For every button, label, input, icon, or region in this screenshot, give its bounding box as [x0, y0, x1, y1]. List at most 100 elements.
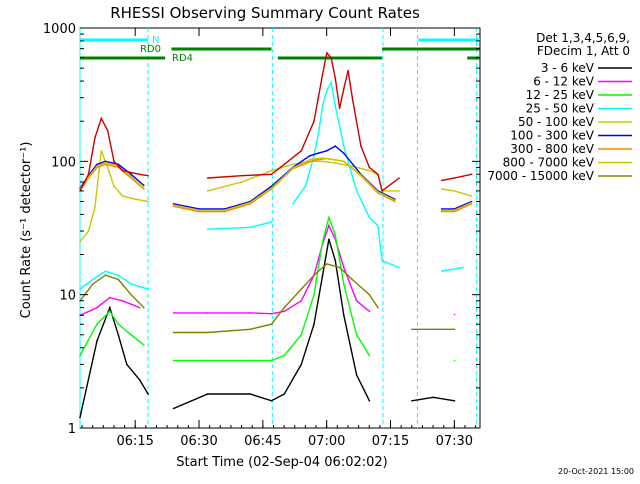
y-tick-label: 10 [59, 289, 76, 304]
series-point [328, 238, 330, 241]
series-point [394, 200, 396, 203]
series-point [343, 88, 345, 90]
series-point [147, 393, 149, 395]
series-point [249, 359, 251, 362]
series-point [104, 274, 107, 277]
legend-header-line: Det 1,3,4,5,6,9, [536, 31, 630, 45]
series-point [283, 163, 286, 166]
series-point [330, 56, 332, 59]
series-point [326, 52, 328, 54]
series-point [360, 174, 362, 176]
series-point [300, 288, 303, 290]
series-point [334, 162, 337, 164]
series-point [100, 117, 103, 120]
series-point [338, 107, 341, 110]
series-point [143, 184, 145, 187]
series-point [470, 201, 473, 204]
series-point [143, 344, 145, 346]
legend-header-line: FDecim 1, Att 0 [537, 44, 630, 58]
series-point [326, 263, 328, 265]
series-point [453, 190, 456, 192]
series-point [453, 313, 456, 316]
series-point [321, 160, 324, 163]
series-point [343, 145, 345, 147]
series-point [109, 306, 111, 309]
series-point [100, 150, 103, 152]
series-point [117, 274, 120, 277]
series-line [173, 263, 379, 334]
series-point [172, 203, 175, 205]
series-point [334, 259, 337, 262]
series-point [106, 166, 109, 169]
series-point [381, 190, 383, 192]
series-point [104, 163, 107, 166]
series-point [270, 185, 273, 188]
y-axis-ticks: 1 10 100 1000 [43, 22, 480, 437]
series-point [377, 306, 379, 309]
series-point [206, 312, 209, 314]
series-point [326, 150, 328, 152]
series-point [206, 177, 209, 179]
series-point [130, 173, 132, 176]
series-point [321, 157, 324, 159]
series-point [92, 278, 94, 281]
series-point [223, 209, 226, 211]
y-tick-label: 100 [51, 155, 76, 170]
series-point [292, 167, 294, 169]
series-point [313, 155, 315, 157]
series-point [470, 173, 473, 176]
legend-label: 800 - 7000 keV [503, 156, 595, 170]
x-tick-label: 07:15 [372, 434, 409, 449]
series-point [334, 77, 337, 79]
series-point [249, 328, 251, 331]
series-point [223, 208, 226, 210]
series-point [313, 293, 315, 296]
series-point [147, 200, 149, 203]
series-point [355, 334, 358, 336]
series-point [411, 400, 413, 402]
series-point [283, 393, 286, 395]
series-point [270, 187, 273, 189]
series-point [143, 187, 145, 189]
series-point [313, 274, 315, 277]
x-tick-label: 07:00 [308, 434, 345, 449]
series-point [130, 293, 132, 296]
series-point [206, 331, 209, 334]
series-point [368, 166, 371, 169]
series-point [143, 306, 145, 309]
series-point [138, 173, 141, 176]
series-point [343, 152, 345, 154]
series-layer [79, 51, 473, 419]
series-point [343, 314, 345, 317]
series-point [104, 270, 107, 273]
series-point [223, 210, 226, 213]
series-point [113, 160, 115, 163]
series-point [300, 363, 303, 366]
series-point [240, 174, 243, 177]
series-point [172, 205, 175, 208]
series-point [368, 310, 371, 313]
series-point [436, 328, 439, 331]
flag-label: N [152, 35, 159, 46]
series-point [381, 259, 383, 262]
series-line [207, 51, 400, 193]
series-point [440, 208, 443, 210]
series-point [440, 209, 443, 211]
series-line [79, 274, 145, 309]
series-point [317, 133, 320, 135]
series-point [411, 328, 413, 331]
series-point [334, 145, 337, 147]
series-point [109, 310, 111, 313]
series-point [328, 224, 330, 227]
legend-label: 50 - 100 keV [518, 115, 595, 129]
series-point [432, 396, 435, 399]
series-line [173, 157, 396, 211]
series-point [300, 300, 303, 302]
series-point [398, 190, 400, 192]
x-tick-label: 06:15 [116, 434, 153, 449]
series-point [104, 160, 107, 163]
